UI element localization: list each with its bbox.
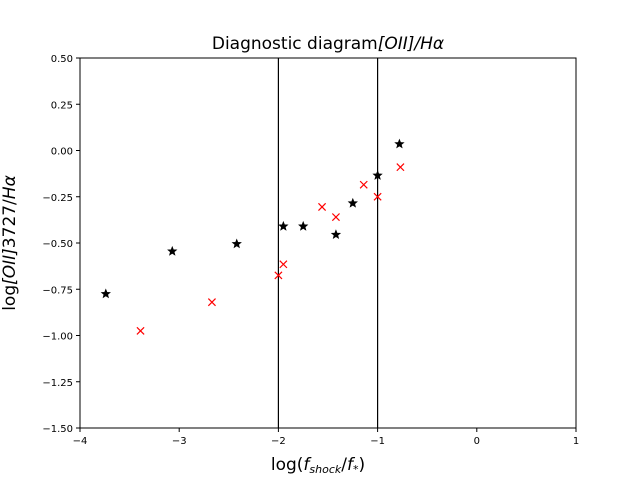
x-marker [274,271,283,280]
y-tick-label: −1.25 [42,378,73,389]
star-marker [231,238,242,249]
x-marker [359,180,368,189]
star-marker [100,288,111,299]
x-marker [396,163,405,172]
plot-area [80,58,576,428]
x-axis-label: log(fshock/f*) [271,455,365,476]
y-tick-label: −0.75 [42,285,73,296]
y-tick-label: 0.00 [51,147,73,158]
axis-ticks: −4 −3 −2 −1 0 1 −1.50 −1.25 −1.00 −0.75 −0.50 −0.25… [42,54,579,447]
x-tick-label: −3 [172,436,187,447]
star-marker [298,220,309,231]
x-tick-label: −2 [271,436,286,447]
star-marker [347,197,358,208]
star-marker [330,229,342,240]
x-marker [331,213,340,222]
star-marker [167,245,178,256]
y-tick-label: 0.25 [51,100,73,111]
x-marker [318,202,327,211]
y-tick-label: 0.50 [51,54,73,65]
y-tick-label: −1.50 [42,424,73,435]
star-marker [278,220,289,231]
data-points [100,138,405,335]
plot-frame [79,57,577,429]
x-marker [136,326,145,335]
star-marker [394,138,405,149]
y-axis-label: log[OII]3727/Hα [0,175,20,311]
y-tick-label: −0.50 [42,239,73,250]
star-marker [372,170,383,180]
x-marker [373,192,382,201]
x-tick-label: −1 [370,436,385,447]
y-tick-label: −1.00 [42,332,73,343]
x-tick-label: 0 [474,436,480,447]
x-tick-label: 1 [573,436,579,447]
x-tick-label: −4 [73,436,88,447]
reference-lines [277,58,379,428]
y-tick-label: −0.25 [42,193,73,204]
x-marker [279,260,288,269]
x-marker [207,298,216,307]
chart-title: Diagnostic diagram[OII]/Hα [212,34,444,54]
